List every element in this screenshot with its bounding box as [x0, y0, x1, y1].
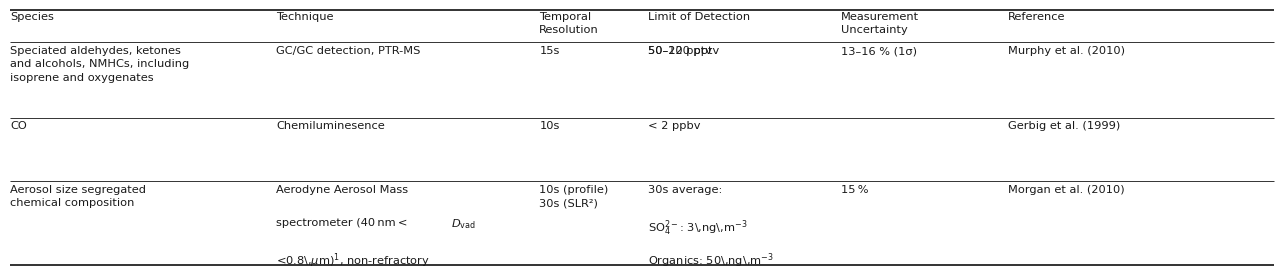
Text: 10s (profile)
30s (SLR²): 10s (profile) 30s (SLR²) [539, 185, 609, 208]
Text: Chemiluminesence: Chemiluminesence [276, 121, 385, 131]
Text: Morgan et al. (2010): Morgan et al. (2010) [1008, 185, 1125, 195]
Text: Species: Species [10, 12, 54, 22]
Text: 15s: 15s [539, 46, 560, 56]
Text: 13–16 % (1σ): 13–16 % (1σ) [841, 46, 917, 56]
Text: 15 %: 15 % [841, 185, 868, 195]
Text: Organics: 50\,ng\,m$^{-3}$: Organics: 50\,ng\,m$^{-3}$ [648, 251, 774, 270]
Text: 30s average:: 30s average: [648, 185, 723, 195]
Text: Speciated aldehydes, ketones
and alcohols, NMHCs, including
isoprene and oxygena: Speciated aldehydes, ketones and alcohol… [10, 46, 190, 83]
Text: < 2 ppbv: < 2 ppbv [648, 121, 701, 131]
Text: Aerosol size segregated
chemical composition: Aerosol size segregated chemical composi… [10, 185, 146, 208]
Text: Technique: Technique [276, 12, 334, 22]
Text: spectrometer (40 nm <: spectrometer (40 nm < [276, 218, 410, 228]
Text: $\mathit{D}_{\mathregular{vad}}$: $\mathit{D}_{\mathregular{vad}}$ [451, 217, 475, 231]
Text: Gerbig et al. (1999): Gerbig et al. (1999) [1008, 121, 1120, 131]
Text: Reference: Reference [1008, 12, 1066, 22]
Text: Measurement
Uncertainty: Measurement Uncertainty [841, 12, 919, 35]
Text: 10s: 10s [539, 121, 560, 131]
Text: GC/GC detection, PTR-MS: GC/GC detection, PTR-MS [276, 46, 420, 56]
Text: Aerodyne Aerosol Mass: Aerodyne Aerosol Mass [276, 185, 408, 195]
Text: Murphy et al. (2010): Murphy et al. (2010) [1008, 46, 1125, 56]
Text: SO$_{4}^{2-}$: 3\,ng\,m$^{-3}$: SO$_{4}^{2-}$: 3\,ng\,m$^{-3}$ [648, 218, 749, 238]
Text: CO: CO [10, 121, 27, 131]
Text: Limit of Detection: Limit of Detection [648, 12, 751, 22]
Text: 50–120 pptv: 50–120 pptv [648, 46, 719, 56]
Text: Temporal
Resolution: Temporal Resolution [539, 12, 600, 35]
Text: <0.8\,$\mu$m)$^{1}$, non-refractory: <0.8\,$\mu$m)$^{1}$, non-refractory [276, 251, 430, 270]
Text: 50–20 pptv: 50–20 pptv [648, 46, 713, 56]
